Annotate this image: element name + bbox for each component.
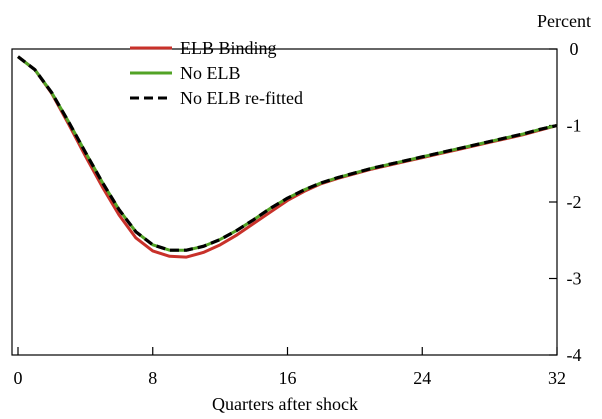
series-line-2 xyxy=(17,55,558,252)
x-axis-title: Quarters after shock xyxy=(212,394,358,414)
legend-label-3: No ELB re-fitted xyxy=(180,88,303,108)
y-tick-label: -4 xyxy=(567,345,582,365)
y-tick-label: -1 xyxy=(567,116,582,136)
x-tick-label: 16 xyxy=(279,368,297,388)
x-tick-label: 0 xyxy=(14,368,23,388)
x-tick-label: 24 xyxy=(413,368,431,388)
x-axis-ticks: 0 8 16 24 32 xyxy=(14,347,566,388)
y-tick-label: 0 xyxy=(570,39,579,59)
legend-label-1: ELB Binding xyxy=(180,38,277,58)
series-line-1 xyxy=(17,55,558,259)
y-tick-label: -3 xyxy=(567,269,582,289)
x-tick-label: 8 xyxy=(148,368,157,388)
y-tick-label: -2 xyxy=(567,192,582,212)
x-tick-label: 32 xyxy=(548,368,566,388)
y-axis-ticks: 0 -1 -2 -3 -4 xyxy=(549,39,582,365)
y-axis-title: Percent xyxy=(537,11,591,31)
legend-label-2: No ELB xyxy=(180,63,241,83)
series-lines xyxy=(17,55,558,259)
legend: ELB Binding No ELB No ELB re-fitted xyxy=(130,38,303,108)
series-line-3 xyxy=(17,55,558,252)
